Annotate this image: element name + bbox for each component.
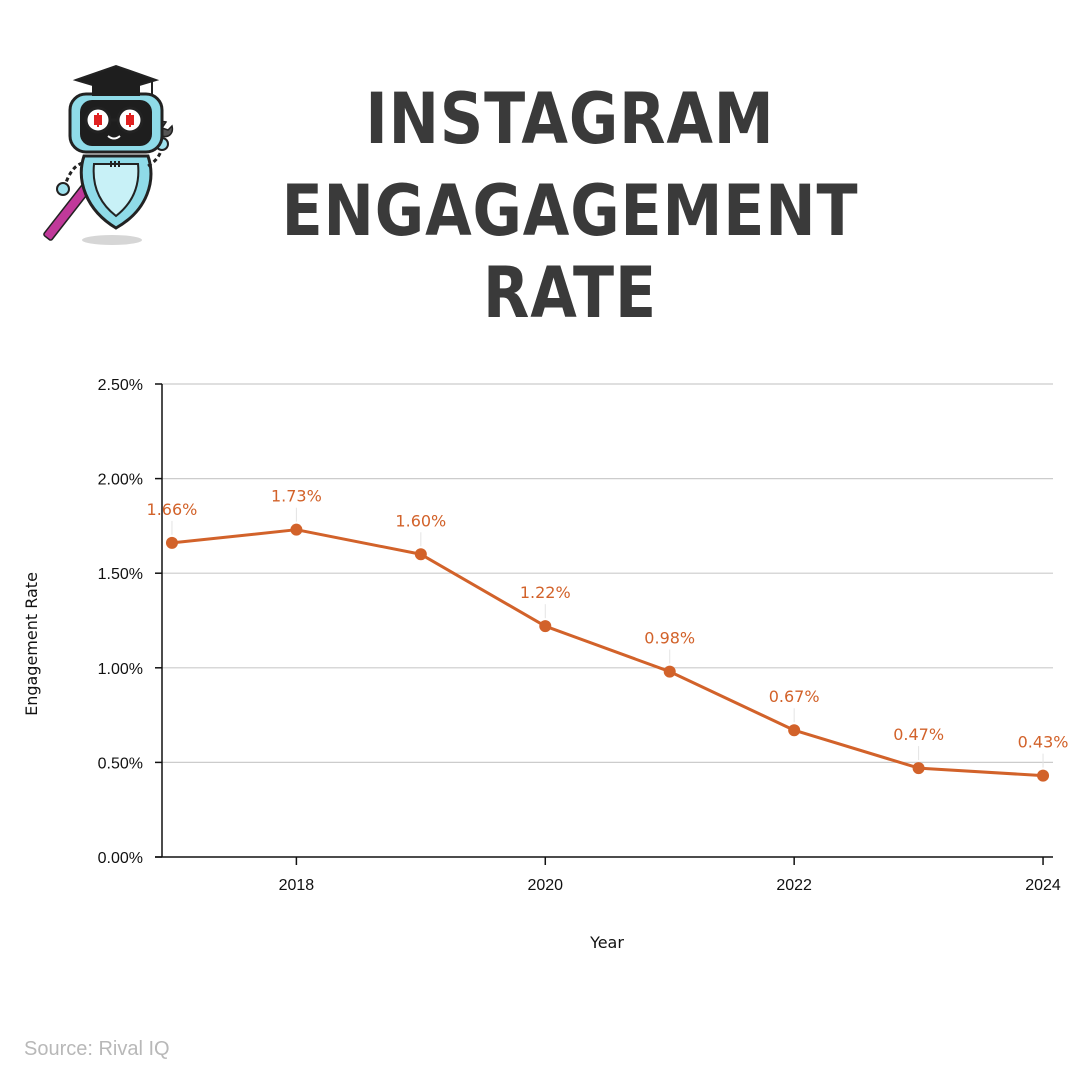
- data-label: 1.73%: [271, 487, 322, 506]
- chart-title-line-1: INSTAGRAM: [365, 78, 775, 160]
- grid-lines: [162, 383, 1053, 764]
- data-point: [414, 548, 427, 561]
- chart-title-line-2: ENGAGAGEMENT RATE: [281, 170, 859, 334]
- data-label: 1.22%: [520, 583, 571, 602]
- y-tick-label: 1.00%: [98, 661, 143, 678]
- series-line: [171, 528, 1044, 778]
- x-tick-label: 2024: [1025, 877, 1061, 894]
- data-point: [663, 665, 676, 678]
- y-tick-label: 1.50%: [98, 566, 143, 583]
- data-label: 0.47%: [893, 725, 944, 744]
- data-point: [539, 620, 552, 633]
- data-point: [1037, 769, 1050, 782]
- y-axis-title: Engagement Rate: [22, 572, 41, 716]
- data-label: 1.66%: [147, 500, 198, 519]
- data-label: 0.98%: [644, 629, 695, 648]
- axes: 0.00% 0.50% 1.00% 1.50% 2.00% 2.50% 2018 2020 20…: [98, 377, 1061, 894]
- y-tick-label: 2.50%: [98, 377, 143, 394]
- graduate-robot-icon: [43, 64, 174, 245]
- y-tick-label: 0.50%: [98, 755, 143, 772]
- x-axis-title: Year: [589, 933, 624, 952]
- source-note: Source: Rival IQ: [24, 1038, 170, 1060]
- data-label: 0.43%: [1018, 733, 1069, 752]
- x-tick-label: 2020: [527, 877, 563, 894]
- data-point: [165, 536, 178, 549]
- data-point: [788, 724, 801, 737]
- y-tick-label: 0.00%: [98, 850, 143, 867]
- y-tick-label: 2.00%: [98, 472, 143, 489]
- x-tick-label: 2022: [776, 877, 812, 894]
- x-tick-label: 2018: [279, 877, 315, 894]
- data-label: 1.60%: [395, 511, 446, 530]
- series-engagement-rate: [165, 523, 1050, 782]
- data-label: 0.67%: [769, 687, 820, 706]
- data-point: [912, 762, 925, 775]
- data-point: [290, 523, 303, 536]
- data-labels: 1.66% 1.73% 1.60% 1.22% 0.98% 0.67% 0.47% 0.43%: [147, 487, 1069, 768]
